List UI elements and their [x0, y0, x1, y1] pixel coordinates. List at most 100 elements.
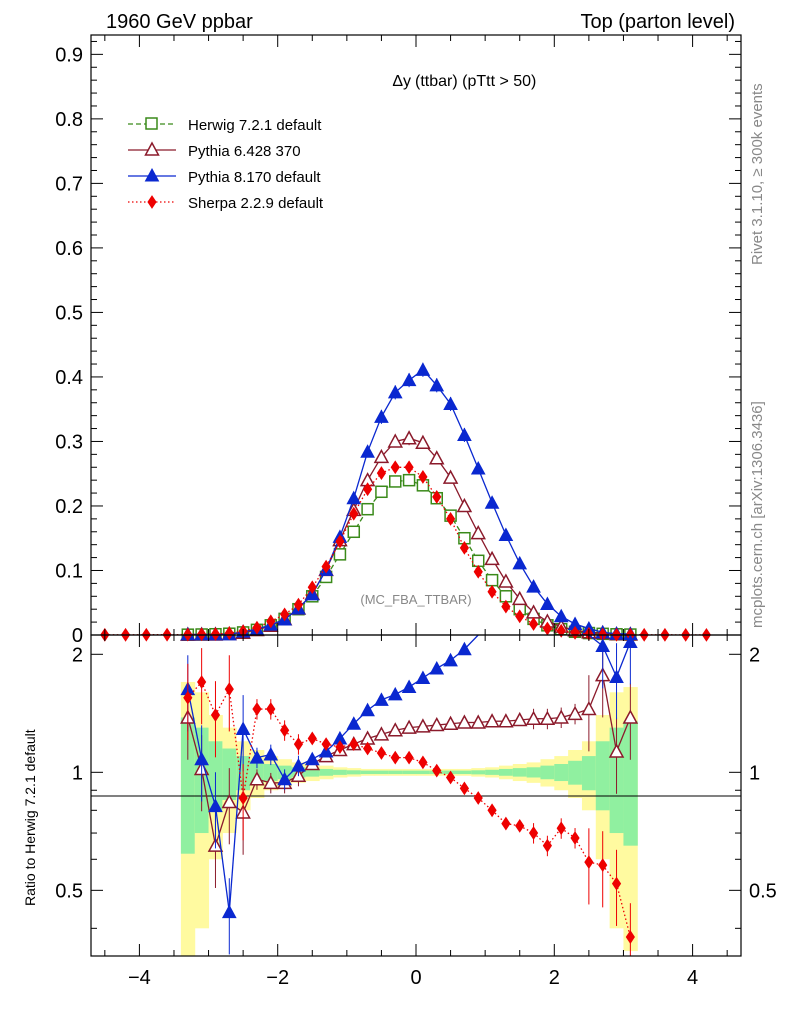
ratio-point-sherpa-31: [611, 876, 622, 891]
main-point-pythia6-20: [456, 497, 473, 513]
main-point-sherpa-23: [445, 511, 456, 526]
main-point-sherpa-28: [515, 609, 525, 624]
ratio-band-inner-9: [305, 768, 320, 777]
main-point-sherpa-31: [556, 623, 566, 638]
ratio-point-pythia6-14: [373, 726, 390, 741]
main-point-sherpa-11: [280, 607, 290, 622]
main-series-herwig: [181, 473, 637, 641]
plot-title-sub: (ttbar) (pTtt > 50): [415, 73, 536, 90]
ratio-point-pythia8-6: [263, 746, 279, 761]
ratio-point-sherpa-9: [307, 731, 317, 746]
ratio-ytick-label-right-0: 0.5: [749, 880, 777, 902]
main-axes: 0 0.1 0.2 0.3 0.4 0.5 0.6 0.7 0.8 0.9: [55, 35, 741, 647]
ratio-band-inner-21: [471, 770, 486, 775]
ratio-xtick-label-1: −2: [266, 967, 289, 989]
ratio-band-inner-6: [263, 764, 279, 782]
ratio-point-sherpa-25: [528, 826, 539, 840]
main-point-sherpa-17: [362, 482, 373, 497]
ratio-segment-sherpa: [477, 797, 493, 811]
ratio-segment-sherpa: [533, 832, 548, 847]
main-point-sherpa-20: [404, 460, 414, 475]
main-point-sherpa-32: [570, 625, 580, 640]
main-ytick-label-8: 0.8: [55, 109, 83, 131]
main-point-sherpa-24: [459, 541, 470, 555]
ratio-segment-sherpa: [214, 688, 230, 716]
ratio-point-pythia6-28: [567, 705, 583, 721]
legend-marker-pythia8: [144, 167, 160, 182]
ratio-band-inner-25: [526, 767, 541, 778]
main-point-pythia8-16: [401, 372, 417, 387]
ratio-segment-pythia6: [200, 768, 217, 846]
ratio-band-inner-14: [374, 770, 389, 775]
ratio-point-pythia6-25: [525, 710, 542, 725]
ratio-point-sherpa-21: [473, 791, 483, 805]
ratio-point-sherpa-27: [556, 821, 566, 836]
ratio-point-sherpa-29: [584, 855, 594, 870]
ratio-point-pythia6-6: [263, 774, 279, 790]
main-point-pythia8-26: [540, 596, 555, 611]
ratio-point-pythia8-14: [374, 692, 389, 706]
ratio-band-inner-11: [333, 769, 348, 775]
legend-marker-pythia6: [144, 141, 160, 156]
ratio-series-pythia6: [180, 641, 639, 888]
ratio-point-sherpa-12: [349, 737, 359, 752]
main-point-sherpa-6: [210, 627, 221, 641]
ratio-band-inner-16: [402, 770, 417, 775]
main-point-pythia8-19: [443, 396, 458, 411]
main-point-pythia6-14: [373, 448, 390, 464]
ratio-segment-sherpa: [574, 837, 590, 863]
main-line-herwig: [187, 479, 631, 636]
ratio-point-sherpa-32: [625, 930, 635, 944]
legend-entry-sherpa: Sherpa 2.2.9 default: [128, 195, 324, 212]
main-point-sherpa-12: [293, 597, 304, 612]
main-point-pythia8-20: [457, 427, 472, 441]
ratio-point-pythia8-4: [235, 721, 251, 735]
ratio-point-sherpa-0: [183, 690, 193, 705]
ratio-point-pythia6-26: [539, 710, 556, 725]
ratio-band-inner-26: [540, 765, 555, 780]
ratio-ytick-label-right-2: 2: [749, 644, 760, 666]
ratio-band-inner-29: [581, 756, 597, 791]
ratio-point-sherpa-6: [266, 702, 276, 716]
main-point-pythia8-12: [346, 490, 362, 505]
main-point-herwig-16: [402, 473, 416, 487]
ratio-point-sherpa-23: [501, 816, 511, 831]
ratio-ytick-label-0: 0.5: [55, 880, 83, 902]
main-point-pythia6-18: [428, 450, 445, 465]
ratio-segment-pythia6: [214, 801, 230, 846]
ratio-point-pythia8-2: [208, 798, 223, 813]
main-point-pythia6-22: [484, 550, 500, 566]
main-point-pythia8-27: [553, 608, 569, 623]
main-point-pythia8-13: [360, 444, 375, 458]
ratio-point-sherpa-17: [418, 755, 428, 770]
main-point-sherpa-5: [197, 627, 207, 642]
main-point-pythia8-25: [526, 579, 541, 593]
ratio-point-sherpa-11: [335, 740, 345, 754]
ratio-point-pythia8-30: [595, 638, 611, 652]
ratio-point-pythia8-32: [623, 634, 638, 648]
main-point-sherpa-29: [528, 617, 539, 631]
ratio-point-pythia6-18: [428, 716, 445, 732]
main-point-pythia8-21: [470, 460, 486, 475]
ratio-point-pythia6-5: [249, 771, 265, 786]
ratio-xtick-label-0: −4: [128, 967, 151, 989]
main-point-sherpa-7: [224, 626, 234, 640]
ratio-ytick-label-right-1: 1: [749, 762, 760, 784]
ratio-point-sherpa-14: [376, 746, 387, 760]
ratio-segment-pythia8: [201, 759, 217, 807]
header-right: Top (parton level): [580, 11, 735, 33]
ratio-point-sherpa-7: [280, 723, 290, 738]
main-point-pythia6-17: [415, 434, 431, 449]
ratio-band-inner-15: [388, 770, 403, 775]
analysis-watermark: (MC_FBA_TTBAR): [360, 592, 471, 607]
legend-label-sherpa: Sherpa 2.2.9 default: [188, 195, 324, 212]
main-panel: 0 0.1 0.2 0.3 0.4 0.5 0.6 0.7 0.8 0.9 Δy (ttbar) …: [55, 34, 742, 647]
ratio-segment-sherpa: [464, 787, 479, 799]
legend: Herwig 7.2.1 default Pythia 6.428 370 Py…: [128, 117, 324, 212]
ratio-point-sherpa-22: [487, 803, 497, 818]
ratio-point-pythia6-31: [608, 743, 625, 758]
ratio-point-sherpa-1: [197, 675, 207, 689]
main-point-pythia6-16: [401, 430, 417, 445]
main-point-herwig-14: [375, 485, 388, 499]
ratio-point-pythia8-8: [291, 758, 306, 772]
